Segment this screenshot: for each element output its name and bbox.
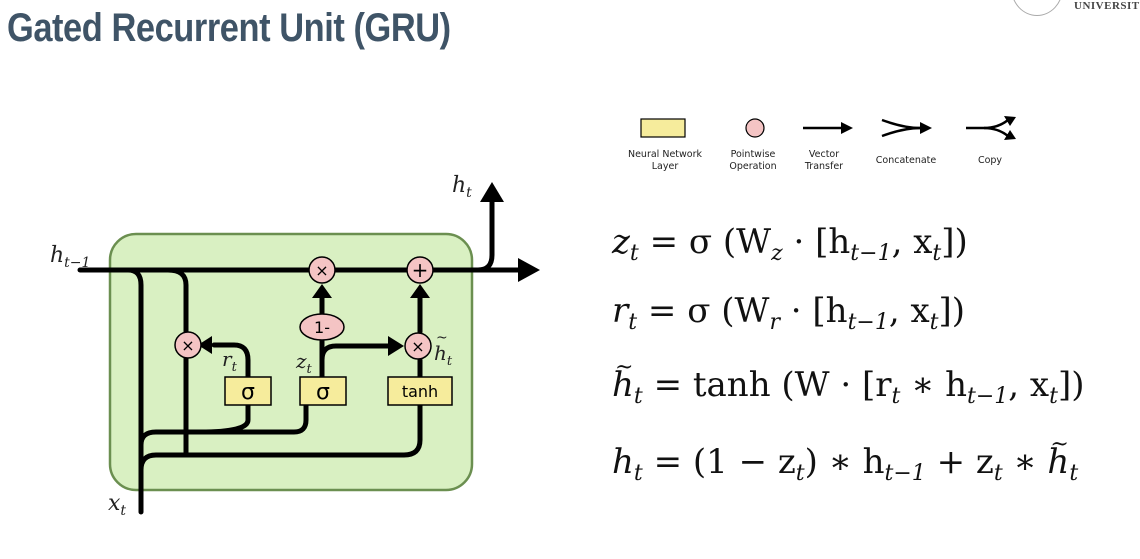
multiply-r-op	[174, 331, 202, 359]
multiply-top-symbol: ×	[315, 261, 328, 280]
add-top-symbol: +	[412, 258, 429, 282]
university-logo: UNIVERSITY	[1007, 0, 1140, 16]
concatenate-icon	[881, 118, 932, 138]
h-prev-label: ht−1	[50, 243, 90, 271]
h-tilde-mark: ~	[436, 330, 448, 346]
h-out-label: ht	[452, 173, 472, 201]
output-branch-line	[475, 197, 495, 273]
multiply-h-op	[404, 332, 432, 360]
sigma-z-label: σ	[316, 380, 330, 405]
equation-hidden-state: ht = (1 − zt) ∗ ht−1 + zt ∗ ht	[612, 425, 1078, 494]
tanh-label: tanh	[402, 382, 438, 401]
legend-label-layer: Neural Network Layer	[627, 149, 703, 172]
pointwise-operation-icon	[745, 118, 765, 138]
vector-transfer-icon	[803, 122, 853, 134]
slide-title: Gated Recurrent Unit (GRU)	[7, 6, 451, 50]
sigma-r-label: σ	[241, 380, 255, 405]
add-top-op	[406, 256, 434, 284]
equation-update-gate: zt = σ (Wz · [ht−1, xt])	[612, 222, 968, 266]
x-in-label: xt	[108, 491, 126, 519]
legend-label-pointwise: Pointwise Operation	[729, 149, 777, 172]
one-minus-symbol: 1-	[314, 318, 330, 337]
equation-candidate-state: ht = tanh (W · [rt ∗ ht−1, xt])	[612, 348, 1084, 417]
multiply-top-op	[308, 256, 336, 284]
h-tilde-label: ht	[434, 341, 453, 369]
tanh-layer	[387, 376, 453, 406]
multiply-r-symbol: ×	[181, 336, 194, 355]
sigma-z-layer	[299, 376, 347, 406]
copy-icon	[966, 116, 1016, 140]
one-minus-op	[299, 313, 345, 341]
sigma-r-layer	[224, 376, 272, 406]
legend-label-copy: Copy	[977, 155, 1003, 166]
university-logo-text: UNIVERSITY	[1074, 0, 1140, 12]
neural-network-layer-icon	[640, 118, 686, 138]
equation-reset-gate: rt = σ (Wr · [ht−1, xt])	[612, 291, 966, 335]
z-gate-label: zt	[295, 349, 313, 377]
legend-label-concatenate: Concatenate	[875, 155, 937, 166]
legend-label-vector: Vector Transfer	[804, 149, 844, 172]
gru-cell-box	[108, 232, 474, 492]
multiply-h-symbol: ×	[411, 337, 424, 356]
r-gate-label: rt	[222, 347, 238, 375]
